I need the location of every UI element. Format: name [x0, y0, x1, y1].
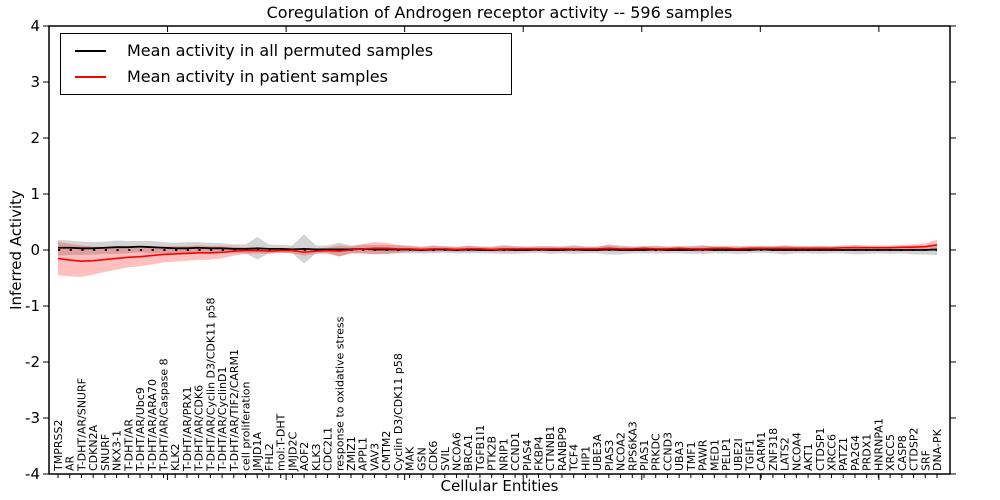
- legend: Mean activity in all permuted samples Me…: [60, 33, 512, 95]
- entity-label: PA2G4: [849, 435, 862, 471]
- entity-label: T-DHT/AR/Cyclin D3/CDK11 p58: [204, 297, 217, 472]
- patient-mean-line: [57, 244, 938, 263]
- entity-label: CTDSP2: [908, 428, 921, 471]
- y-tick-label: -1: [25, 297, 40, 315]
- entity-label: NCOA2: [615, 432, 628, 471]
- entity-label: Cyclin D3/CDK11 p58: [392, 353, 405, 471]
- entity-label: JMJD1A: [251, 432, 264, 472]
- entity-label: T-DHT/AR/ARA70: [146, 379, 159, 472]
- entity-label: CDKN2A: [87, 424, 100, 471]
- entity-label: AKT1: [802, 443, 815, 471]
- entity-label: HNRNPA1: [872, 418, 885, 471]
- entity-label: TGIF1: [743, 439, 756, 472]
- legend-label: Mean activity in patient samples: [127, 66, 388, 86]
- entity-label: UBE2I: [732, 438, 745, 471]
- y-tick-label: 0: [30, 241, 40, 259]
- entity-label: CMTM2: [380, 431, 393, 471]
- entity-label: SNURF: [99, 434, 112, 471]
- entity-label: NCOA4: [790, 432, 803, 471]
- x-axis-title: Cellular Entities: [440, 477, 559, 495]
- legend-item: Mean activity in patient samples: [61, 66, 511, 86]
- entity-label: CCND3: [661, 432, 674, 471]
- entity-label: ZMIZ1: [345, 436, 358, 471]
- entity-label: TGFB1I1: [474, 425, 487, 472]
- entity-label: UBA3: [673, 441, 686, 471]
- entity-label: cell proliferation: [240, 381, 253, 471]
- y-tick-label: 4: [30, 17, 40, 35]
- entity-label: SRF: [919, 450, 932, 471]
- y-tick-label: -2: [25, 353, 40, 371]
- entity-label: TMPRSS2: [52, 420, 65, 472]
- chart-title: Coregulation of Androgen receptor activi…: [266, 3, 733, 22]
- entity-label: BRCA1: [462, 434, 475, 471]
- entity-label: MAK: [404, 446, 417, 471]
- entity-label: T-DHT/AR/Caspase 8: [157, 358, 170, 472]
- entity-label: CTDSP1: [814, 428, 827, 471]
- entity-label: PIAS4: [521, 440, 534, 471]
- entity-label: CTNNB1: [544, 426, 557, 471]
- entity-label: PIAS1: [638, 440, 651, 471]
- entity-label: LATS2: [779, 437, 792, 471]
- entity-label: VAV3: [368, 443, 381, 471]
- entity-label: TMF1: [685, 441, 698, 472]
- entity-label: UBE3A: [591, 433, 604, 471]
- entity-label: PIAS3: [603, 440, 616, 471]
- entity-label: NKX3-1: [111, 430, 124, 471]
- entity-label: FKBP4: [533, 436, 546, 471]
- patient-line-sample: [75, 75, 106, 78]
- entity-label: T-DHT/AR/Ubc9: [134, 387, 147, 472]
- y-tick-label: 1: [30, 185, 40, 203]
- entity-label: CCND1: [509, 432, 522, 471]
- entity-label: SVIL: [439, 446, 452, 471]
- entity-label: XRCC5: [884, 434, 897, 471]
- entity-label: T-DHT/AR/TIF2/CARM1: [228, 349, 241, 472]
- entity-label: CARM1: [755, 432, 768, 471]
- entity-label: TCF4: [568, 444, 581, 472]
- entity-label: CASP8: [896, 435, 909, 471]
- entity-label: T-DHT/AR/CyclinD1: [216, 366, 229, 472]
- entity-label: AR: [64, 455, 77, 471]
- entity-label: GSN: [415, 447, 428, 471]
- entity-label: CDK6: [427, 441, 440, 471]
- y-tick-label: -3: [25, 409, 40, 427]
- entity-label: NCOA6: [450, 432, 463, 471]
- entity-label: RPS6KA3: [626, 421, 639, 471]
- axes-frame: [48, 25, 951, 475]
- entity-label: PAWR: [697, 439, 710, 471]
- entity-label: CDC2L1: [322, 427, 335, 471]
- y-axis-title: Inferred Activity: [7, 190, 25, 310]
- entity-label: T-DHT/AR/PRX1: [181, 386, 194, 472]
- y-tick-label: 3: [30, 73, 40, 91]
- permuted-line-sample: [75, 50, 106, 53]
- entity-label: PRDX1: [861, 434, 874, 471]
- legend-item: Mean activity in all permuted samples: [61, 43, 511, 59]
- entity-label: HIP1: [579, 446, 592, 471]
- y-tick-label: -4: [25, 465, 40, 483]
- entity-label: T-DHT/AR: [122, 419, 135, 472]
- entity-label: PELP1: [720, 438, 733, 471]
- entity-label: T-DHT/AR/CDK6: [193, 385, 206, 472]
- entity-label: AOF2: [298, 442, 311, 471]
- entity-label: MED1: [708, 439, 721, 471]
- entity-label: PRKDC: [650, 433, 663, 471]
- entity-label: T-DHT/AR/SNURF: [75, 378, 88, 472]
- entity-label: FHL2: [263, 443, 276, 471]
- entity-label: DNA-PK: [931, 428, 944, 471]
- entity-label: ZNF318: [767, 428, 780, 471]
- y-tick-label: 2: [30, 129, 40, 147]
- entity-label: PTK2B: [486, 436, 499, 471]
- entity-label: KLK2: [169, 443, 182, 471]
- entity-label: RANBP9: [556, 427, 569, 471]
- entity-label: response to oxidative stress: [333, 316, 346, 471]
- entity-label: NRIP1: [497, 438, 510, 471]
- entity-label: XRCC6: [826, 434, 839, 471]
- entity-label: mol:T-DHT: [275, 413, 288, 471]
- entity-label: APPL1: [357, 437, 370, 471]
- entity-label: JMJD2C: [286, 432, 299, 472]
- entity-label: PATZ1: [837, 437, 850, 471]
- legend-label: Mean activity in all permuted samples: [127, 41, 434, 61]
- entity-label: KLK3: [310, 443, 323, 471]
